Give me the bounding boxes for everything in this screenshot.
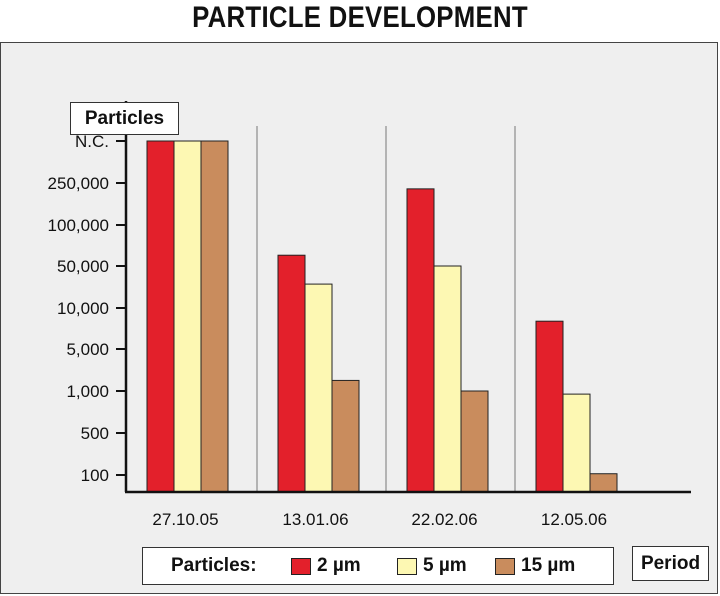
chart-title: PARTICLE DEVELOPMENT (192, 1, 528, 34)
y-tick-label: 5,000 (66, 340, 109, 359)
legend-swatch-2um (291, 558, 311, 575)
y-tick-label: 100 (81, 466, 109, 485)
bar (562, 393, 591, 493)
x-category-label: 27.10.05 (152, 510, 218, 529)
legend-swatch-5um (397, 558, 417, 575)
x-category-label: 13.01.06 (282, 510, 348, 529)
x-axis-label: Period (632, 546, 709, 581)
chart-panel: N.C. 250,000 100,000 50,000 10,000 5,000 1,000… (0, 42, 718, 594)
bar (460, 390, 489, 493)
x-category-label: 12.05.06 (541, 510, 607, 529)
y-tick-label: 250,000 (48, 174, 109, 193)
y-tick-label: N.C. (75, 132, 109, 151)
bar (535, 320, 564, 493)
bar (304, 283, 333, 493)
bar (277, 254, 306, 493)
bar (406, 188, 435, 493)
legend-label-2um: 2 µm (317, 555, 361, 576)
y-tick-label: 10,000 (57, 299, 109, 318)
y-tick-label: 100,000 (48, 216, 109, 235)
y-tick-label: 50,000 (57, 257, 109, 276)
bar (173, 140, 202, 493)
legend: Particles: 2 µm 5 µm 15 µm (142, 547, 614, 585)
bar (589, 473, 618, 493)
y-axis-label: Particles (70, 102, 179, 135)
legend-label-5um: 5 µm (423, 555, 467, 576)
y-tick-label: 500 (81, 424, 109, 443)
bar (331, 379, 360, 493)
y-tick-label: 1,000 (66, 382, 109, 401)
bar (146, 140, 175, 493)
legend-title: Particles: (171, 555, 257, 576)
legend-swatch-15um (495, 558, 515, 575)
legend-label-15um: 15 µm (521, 555, 576, 576)
bar (433, 265, 462, 493)
bar (200, 140, 229, 493)
chart-plot: N.C. 250,000 100,000 50,000 10,000 5,000 1,000… (48, 101, 691, 529)
x-category-label: 22.02.06 (411, 510, 477, 529)
